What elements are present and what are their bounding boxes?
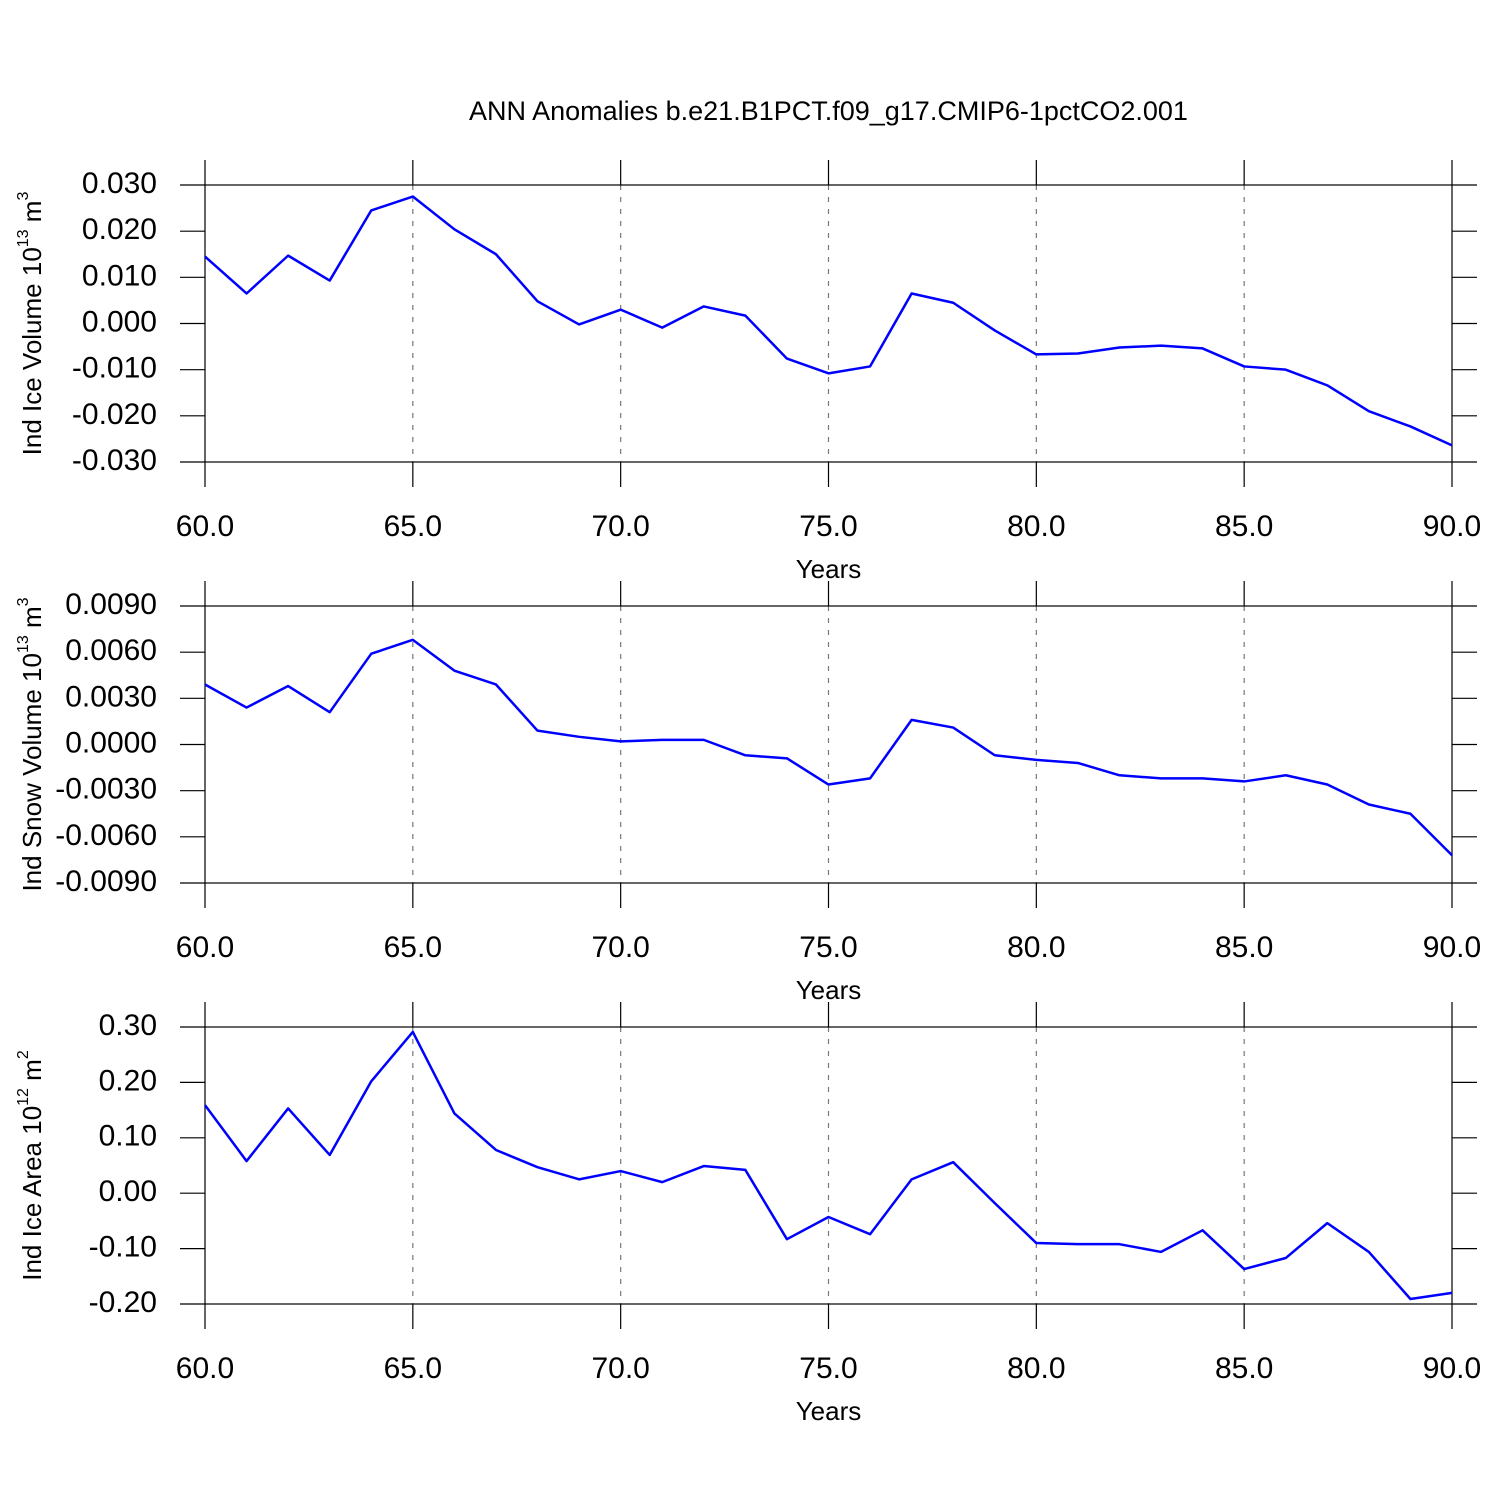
chart-title: ANN Anomalies b.e21.B1PCT.f09_g17.CMIP6-… [469, 96, 1188, 126]
x-tick-label: 90.0 [1423, 510, 1481, 543]
y-axis-label-part: m [17, 1059, 47, 1088]
y-tick-label: 0.30 [99, 1009, 157, 1042]
y-tick-label: 0.20 [99, 1064, 157, 1097]
x-tick-label: 80.0 [1007, 931, 1065, 964]
x-tick-label: 65.0 [384, 1352, 442, 1385]
y-tick-label: -0.0030 [55, 773, 157, 806]
y-axis-label-superscript: 2 [15, 1050, 32, 1059]
x-tick-label: 70.0 [591, 510, 649, 543]
data-line [204, 638, 1453, 857]
y-axis-label-superscript: 3 [15, 597, 32, 606]
y-tick-label: 0.010 [82, 259, 157, 292]
y-axis-label-superscript: 3 [15, 192, 32, 201]
y-tick-label: -0.020 [72, 398, 157, 431]
y-tick-label: 0.030 [82, 167, 157, 200]
y-tick-label: -0.0060 [55, 819, 157, 852]
y-axis-label-part: Ind Ice Volume 10 [17, 247, 47, 455]
x-tick-label: 75.0 [799, 931, 857, 964]
data-line [204, 195, 1453, 447]
y-tick-label: -0.0090 [55, 865, 157, 898]
x-tick-label: 85.0 [1215, 1352, 1273, 1385]
y-tick-label: -0.010 [72, 352, 157, 385]
data-line [203, 1030, 1453, 1301]
y-tick-label: -0.20 [89, 1286, 157, 1319]
x-tick-label: 60.0 [176, 931, 234, 964]
x-tick-label: 85.0 [1215, 931, 1273, 964]
x-tick-label: 90.0 [1423, 1352, 1481, 1385]
y-tick-label: 0.000 [82, 305, 157, 338]
plot-frame [204, 184, 1453, 463]
y-tick-label: -0.10 [89, 1231, 157, 1264]
x-tick-label: 75.0 [799, 510, 857, 543]
y-tick-label: 0.00 [99, 1175, 157, 1208]
x-axis-label: Years [796, 554, 862, 584]
x-tick-label: 80.0 [1007, 510, 1065, 543]
x-axis-label: Years [796, 1396, 862, 1426]
x-tick-label: 70.0 [591, 1352, 649, 1385]
y-axis-label: Ind Snow Volume 1013 m3 [15, 597, 47, 891]
plot-frame [204, 605, 1453, 884]
y-tick-label: 0.0060 [65, 634, 157, 667]
y-axis-label-part: m [17, 606, 47, 635]
x-tick-label: 65.0 [384, 931, 442, 964]
plot-frame [204, 1026, 1453, 1305]
x-tick-label: 70.0 [591, 931, 649, 964]
y-axis-label-part: m [17, 201, 47, 230]
y-tick-label: -0.030 [72, 444, 157, 477]
y-axis-label: Ind Ice Area 1012 m2 [15, 1050, 47, 1281]
y-axis-label-superscript: 13 [15, 229, 32, 247]
y-axis-label-superscript: 13 [15, 635, 32, 653]
x-tick-label: 85.0 [1215, 510, 1273, 543]
x-tick-label: 80.0 [1007, 1352, 1065, 1385]
y-axis-label-part: Ind Ice Area 10 [17, 1106, 47, 1281]
x-tick-label: 75.0 [799, 1352, 857, 1385]
x-tick-label: 65.0 [384, 510, 442, 543]
x-axis-label: Years [796, 975, 862, 1005]
x-tick-label: 60.0 [176, 1352, 234, 1385]
y-tick-label: 0.0000 [65, 726, 157, 759]
x-tick-label: 90.0 [1423, 931, 1481, 964]
y-axis-label: Ind Ice Volume 1013 m3 [15, 192, 47, 456]
y-tick-label: 0.0030 [65, 680, 157, 713]
y-tick-label: 0.0090 [65, 588, 157, 621]
y-axis-label-part: Ind Snow Volume 10 [17, 653, 47, 892]
x-tick-label: 60.0 [176, 510, 234, 543]
y-tick-label: 0.10 [99, 1120, 157, 1153]
y-tick-label: 0.020 [82, 213, 157, 246]
y-axis-label-superscript: 12 [15, 1088, 32, 1106]
